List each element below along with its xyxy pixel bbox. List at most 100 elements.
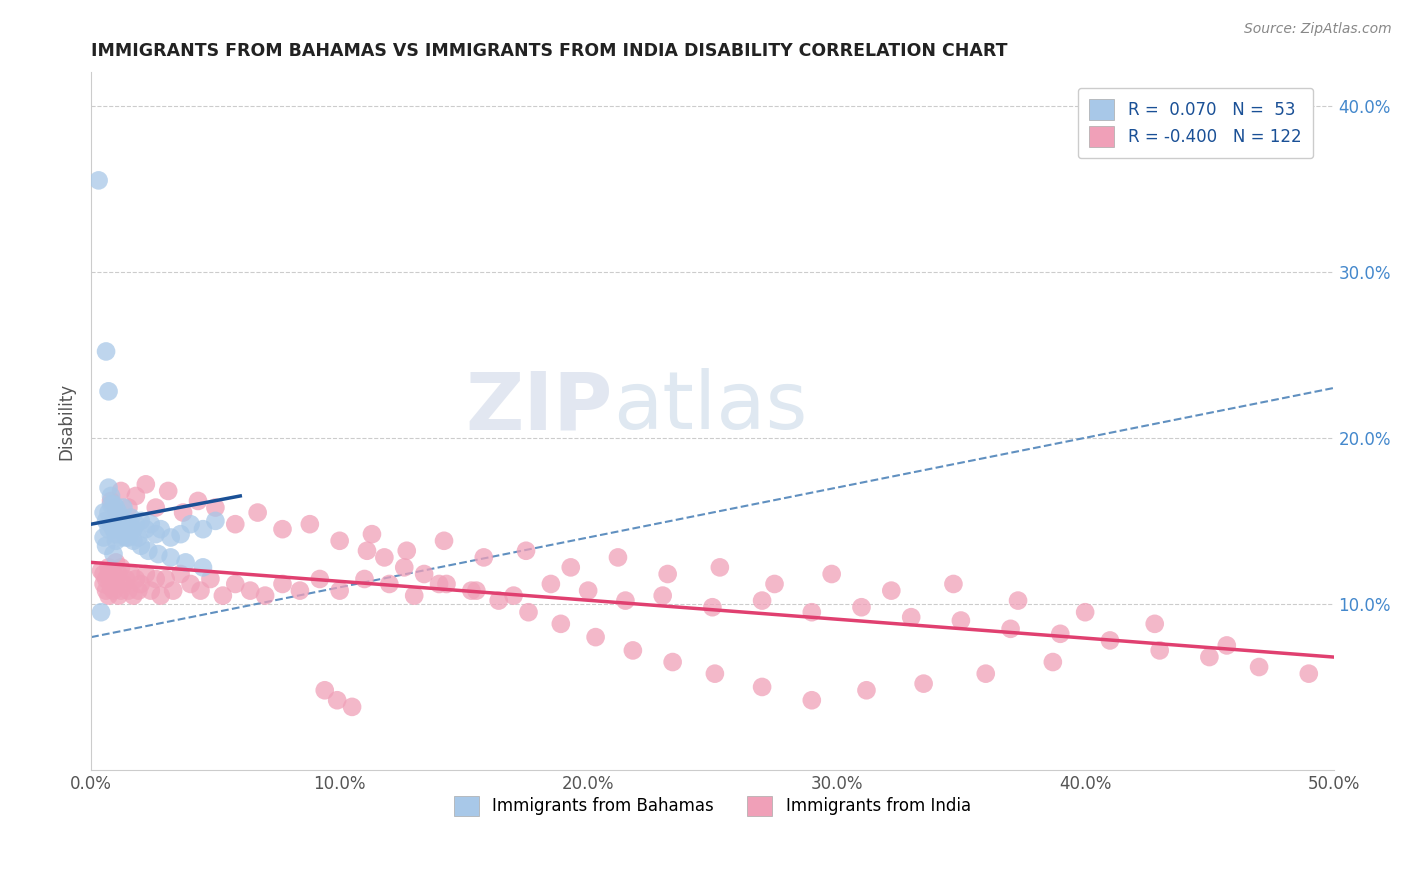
Point: [329, 533, 352, 548]
Point: [204, 500, 226, 515]
Point: [308, 572, 330, 586]
Point: [93, 506, 115, 520]
Point: [200, 572, 222, 586]
Point: [465, 583, 488, 598]
Point: [103, 567, 125, 582]
Point: [100, 497, 122, 511]
Point: [94, 583, 117, 598]
Point: [395, 543, 418, 558]
Point: [298, 517, 321, 532]
Point: [120, 510, 142, 524]
Point: [949, 614, 972, 628]
Point: [288, 583, 311, 598]
Point: [107, 517, 129, 532]
Point: [135, 522, 157, 536]
Point: [540, 577, 562, 591]
Point: [159, 550, 181, 565]
Point: [103, 522, 125, 536]
Point: [271, 522, 294, 536]
Point: [105, 506, 128, 520]
Point: [576, 583, 599, 598]
Point: [136, 543, 159, 558]
Point: [702, 600, 724, 615]
Point: [97, 589, 120, 603]
Point: [703, 666, 725, 681]
Point: [651, 589, 673, 603]
Point: [800, 605, 823, 619]
Point: [246, 506, 269, 520]
Point: [657, 567, 679, 582]
Point: [224, 517, 246, 532]
Point: [107, 522, 129, 536]
Point: [129, 539, 152, 553]
Point: [112, 500, 135, 515]
Point: [100, 494, 122, 508]
Point: [105, 527, 128, 541]
Point: [110, 531, 132, 545]
Point: [155, 572, 177, 586]
Point: [851, 600, 873, 615]
Point: [800, 693, 823, 707]
Point: [145, 500, 167, 515]
Point: [117, 517, 139, 532]
Point: [1216, 639, 1239, 653]
Point: [515, 543, 537, 558]
Point: [93, 567, 115, 582]
Point: [162, 583, 184, 598]
Point: [172, 506, 194, 520]
Point: [460, 583, 482, 598]
Point: [97, 384, 120, 399]
Point: [254, 589, 277, 603]
Point: [93, 577, 115, 591]
Point: [1249, 660, 1271, 674]
Point: [129, 514, 152, 528]
Point: [107, 567, 129, 582]
Point: [145, 572, 167, 586]
Point: [356, 543, 378, 558]
Point: [169, 567, 191, 582]
Point: [100, 572, 122, 586]
Point: [187, 494, 209, 508]
Point: [502, 589, 524, 603]
Point: [180, 577, 202, 591]
Point: [97, 567, 120, 582]
Point: [191, 522, 214, 536]
Point: [105, 514, 128, 528]
Text: ZIP: ZIP: [465, 368, 613, 446]
Point: [139, 517, 162, 532]
Point: [110, 583, 132, 598]
Text: IMMIGRANTS FROM BAHAMAS VS IMMIGRANTS FROM INDIA DISABILITY CORRELATION CHART: IMMIGRANTS FROM BAHAMAS VS IMMIGRANTS FR…: [91, 42, 1008, 60]
Point: [1198, 650, 1220, 665]
Point: [404, 589, 426, 603]
Point: [394, 560, 416, 574]
Point: [550, 616, 572, 631]
Point: [607, 550, 630, 565]
Point: [90, 605, 112, 619]
Point: [271, 577, 294, 591]
Point: [224, 577, 246, 591]
Point: [149, 589, 172, 603]
Point: [94, 572, 117, 586]
Point: [212, 589, 235, 603]
Point: [135, 567, 157, 582]
Point: [661, 655, 683, 669]
Point: [103, 547, 125, 561]
Point: [373, 550, 395, 565]
Point: [1298, 666, 1320, 681]
Point: [912, 676, 935, 690]
Point: [127, 583, 149, 598]
Point: [1149, 643, 1171, 657]
Point: [560, 560, 582, 574]
Text: Source: ZipAtlas.com: Source: ZipAtlas.com: [1244, 22, 1392, 37]
Point: [125, 572, 148, 586]
Point: [145, 527, 167, 541]
Point: [751, 680, 773, 694]
Point: [117, 500, 139, 515]
Point: [97, 481, 120, 495]
Point: [110, 510, 132, 524]
Point: [488, 593, 510, 607]
Point: [204, 514, 226, 528]
Point: [122, 533, 145, 548]
Point: [117, 583, 139, 598]
Point: [880, 583, 903, 598]
